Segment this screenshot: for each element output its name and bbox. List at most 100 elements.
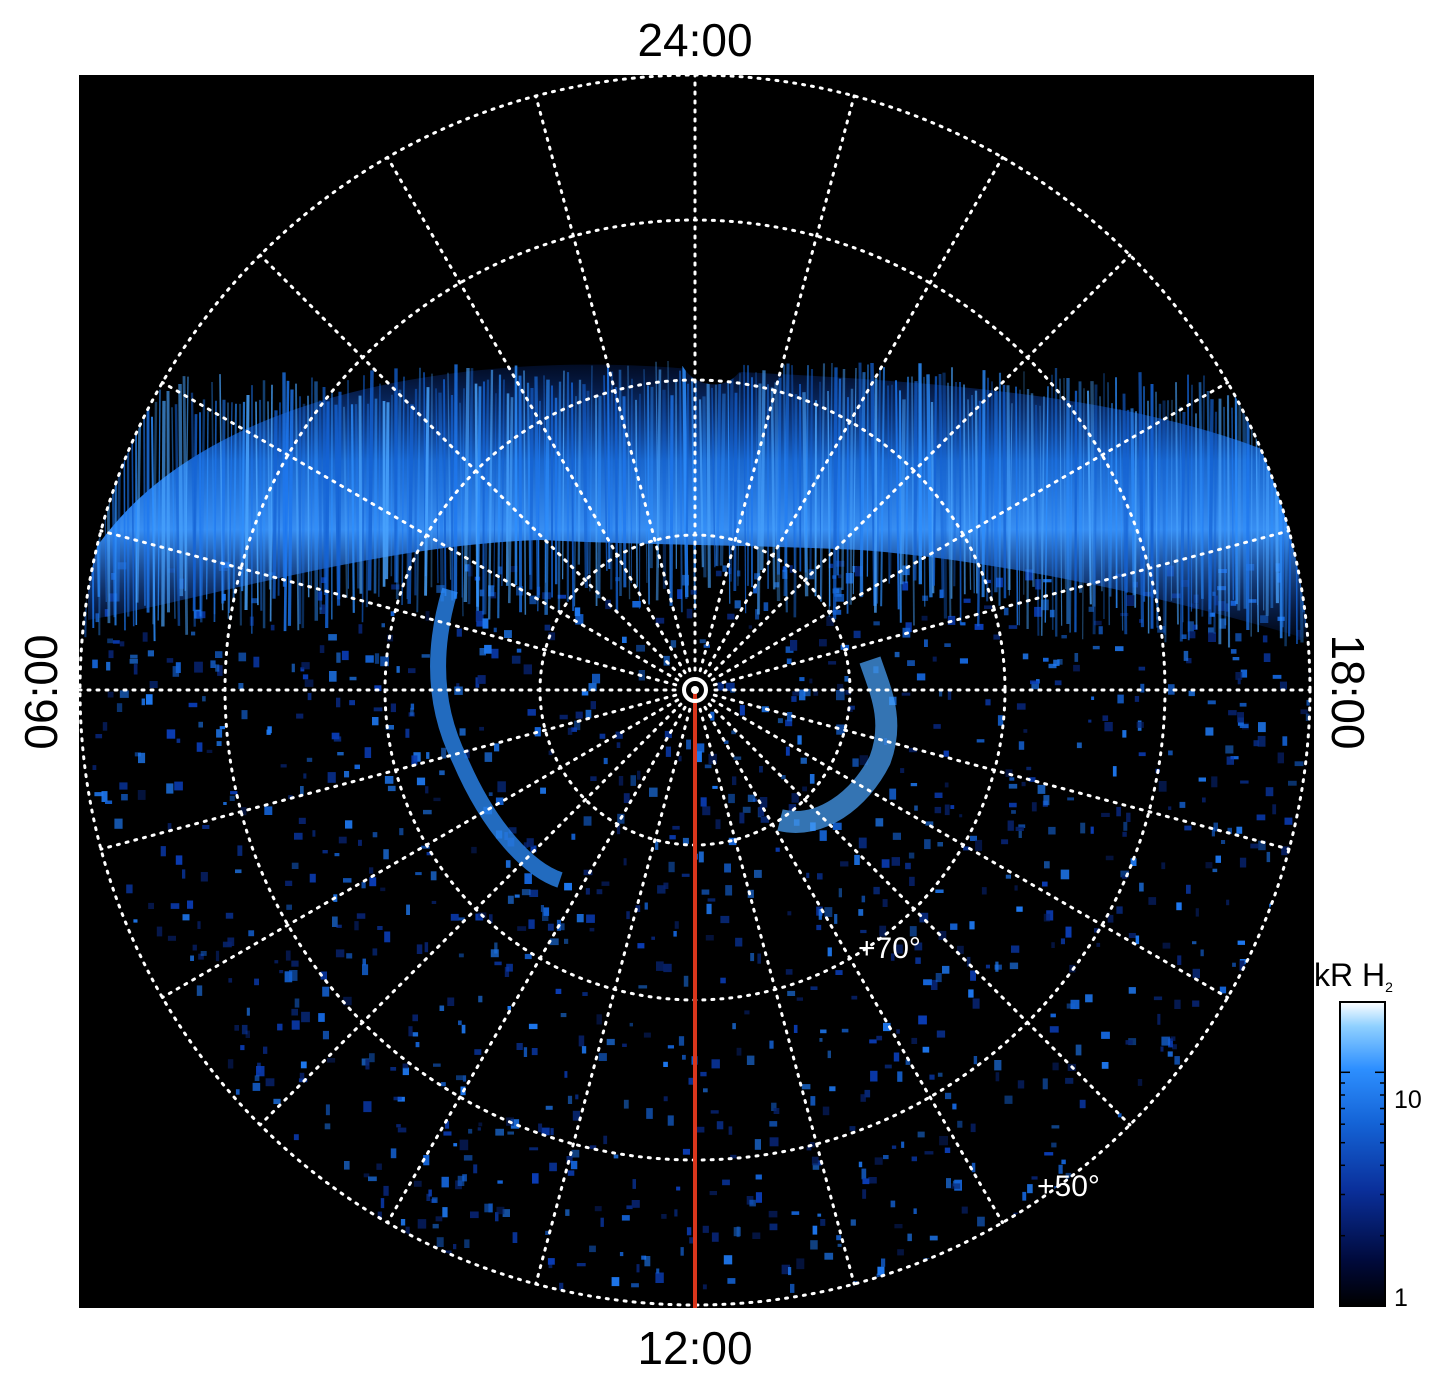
noise-pixel (106, 661, 111, 671)
noise-pixel (402, 1063, 409, 1069)
oval-streak (1147, 400, 1150, 634)
noise-pixel (332, 916, 338, 927)
noise-pixel (889, 788, 897, 800)
noise-pixel (911, 1156, 917, 1162)
noise-pixel (622, 1043, 627, 1047)
noise-pixel (1282, 736, 1288, 746)
noise-pixel (1160, 1046, 1164, 1052)
noise-pixel (1219, 618, 1226, 629)
noise-pixel (479, 589, 485, 597)
noise-pixel (362, 958, 366, 966)
noise-pixel (354, 764, 360, 770)
hour-meridian (534, 94, 692, 673)
noise-pixel (507, 1006, 511, 1010)
noise-pixel (1125, 1040, 1133, 1045)
noise-pixel (343, 878, 352, 883)
noise-pixel (897, 1249, 904, 1256)
noise-pixel (1226, 756, 1234, 765)
oval-streak (679, 370, 683, 613)
noise-pixel (116, 703, 123, 712)
oval-streak (1122, 393, 1128, 635)
noise-pixel (737, 570, 741, 577)
noise-pixel (327, 772, 336, 783)
noise-pixel (410, 707, 414, 716)
noise-pixel (651, 936, 655, 940)
noise-pixel (1074, 653, 1079, 662)
oval-streak (325, 401, 330, 629)
noise-pixel (408, 668, 416, 674)
noise-pixel (915, 957, 921, 964)
noise-pixel (710, 711, 715, 721)
oval-streak (942, 372, 948, 619)
noise-pixel (585, 888, 590, 895)
noise-pixel (328, 634, 337, 641)
noise-pixel (142, 632, 148, 642)
noise-pixel (951, 1183, 961, 1189)
oval-streak (241, 401, 246, 592)
noise-pixel (476, 621, 485, 627)
noise-pixel (791, 1211, 800, 1215)
noise-pixel (1122, 831, 1127, 837)
noise-pixel (413, 1180, 422, 1187)
oval-streak (365, 403, 370, 608)
noise-pixel (575, 711, 583, 719)
noise-pixel (196, 742, 203, 752)
noise-pixel (759, 797, 768, 808)
noise-pixel (845, 573, 854, 584)
oval-streak (131, 410, 135, 627)
noise-pixel (468, 565, 473, 577)
oval-streak (1208, 399, 1214, 625)
noise-pixel (1235, 633, 1242, 642)
noise-pixel (1009, 802, 1017, 808)
noise-pixel (950, 805, 955, 809)
noise-pixel (425, 786, 429, 794)
oval-streak (1109, 403, 1113, 597)
noise-pixel (494, 743, 500, 752)
hour-meridian (710, 381, 1230, 682)
hour-meridian (707, 702, 1132, 1127)
noise-pixel (840, 861, 849, 867)
noise-pixel (206, 749, 213, 753)
oval-streak (206, 411, 209, 600)
noise-pixel (748, 625, 752, 629)
noise-pixel (844, 676, 849, 682)
noise-pixel (119, 782, 128, 790)
oval-streak (595, 396, 598, 607)
latitude-label-50: +50° (1037, 1170, 1100, 1203)
noise-pixel (884, 1064, 892, 1069)
noise-pixel (974, 623, 984, 630)
noise-pixel (663, 1096, 668, 1102)
noise-pixel (682, 837, 689, 844)
noise-pixel (911, 1037, 918, 1044)
noise-pixel (773, 1108, 780, 1114)
noise-pixel (192, 944, 197, 951)
oval-streak (151, 416, 156, 642)
noise-pixel (933, 724, 941, 729)
noise-pixel (664, 730, 672, 739)
noise-pixel (1075, 1044, 1082, 1056)
noise-pixel (1186, 884, 1191, 894)
oval-streak (200, 399, 206, 623)
noise-pixel (985, 964, 990, 969)
noise-pixel (1065, 1077, 1074, 1084)
noise-pixel (369, 1053, 375, 1063)
noise-pixel (858, 837, 867, 849)
noise-pixel (416, 944, 423, 954)
noise-pixel (785, 719, 793, 727)
noise-pixel (248, 930, 255, 937)
oval-streak (1187, 374, 1190, 641)
hour-meridian (703, 705, 1004, 1225)
noise-pixel (1237, 712, 1244, 723)
noise-pixel (324, 1123, 331, 1130)
noise-pixel (1112, 766, 1117, 777)
noise-pixel (532, 1173, 539, 1184)
noise-pixel (723, 740, 729, 744)
auroral-arc-dawn (430, 587, 563, 888)
oval-streak (1115, 377, 1118, 609)
noise-pixel (994, 1060, 1002, 1071)
noise-pixel (1015, 826, 1024, 831)
oval-streak (443, 379, 447, 597)
noise-pixel (410, 703, 415, 710)
oval-streak (1213, 411, 1218, 634)
oval-streak (182, 376, 189, 635)
